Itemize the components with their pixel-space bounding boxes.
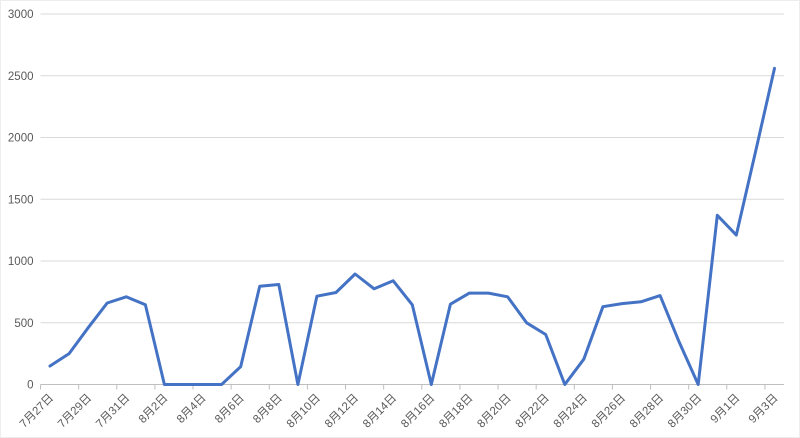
x-axis-label: 7月31日 <box>94 392 132 430</box>
y-axis-label: 2500 <box>8 71 34 83</box>
y-axis-label: 0 <box>27 380 33 392</box>
x-axis-label: 8月8日 <box>251 392 285 426</box>
y-axis-label: 1000 <box>8 256 34 268</box>
x-axis-label: 8月2日 <box>137 392 171 426</box>
data-series-line <box>48 66 776 386</box>
x-axis-label: 8月16日 <box>399 392 437 430</box>
x-axis-label: 7月27日 <box>18 392 56 430</box>
x-axis-label: 8月18日 <box>437 392 475 430</box>
x-axis-label: 8月10日 <box>285 392 323 430</box>
x-axis-label: 8月30日 <box>666 392 704 430</box>
x-axis-label: 8月6日 <box>213 392 247 426</box>
x-axis-label: 8月14日 <box>361 392 399 430</box>
y-axis-label: 500 <box>14 318 33 330</box>
y-axis-label: 3000 <box>8 9 34 21</box>
x-axis-label: 9月1日 <box>709 392 743 426</box>
x-axis-label: 8月22日 <box>514 392 552 430</box>
y-axis-label: 2000 <box>8 133 34 145</box>
x-axis-label: 8月26日 <box>590 392 628 430</box>
x-axis-label: 9月3日 <box>747 392 781 426</box>
x-axis-label: 8月4日 <box>175 392 209 426</box>
x-axis-label: 8月20日 <box>475 392 513 430</box>
y-axis-label: 1500 <box>8 194 34 206</box>
x-axis-label: 8月12日 <box>323 392 361 430</box>
x-axis-label: 8月28日 <box>628 392 666 430</box>
x-axis-label: 8月24日 <box>552 392 590 430</box>
x-axis-label: 7月29日 <box>56 392 94 430</box>
